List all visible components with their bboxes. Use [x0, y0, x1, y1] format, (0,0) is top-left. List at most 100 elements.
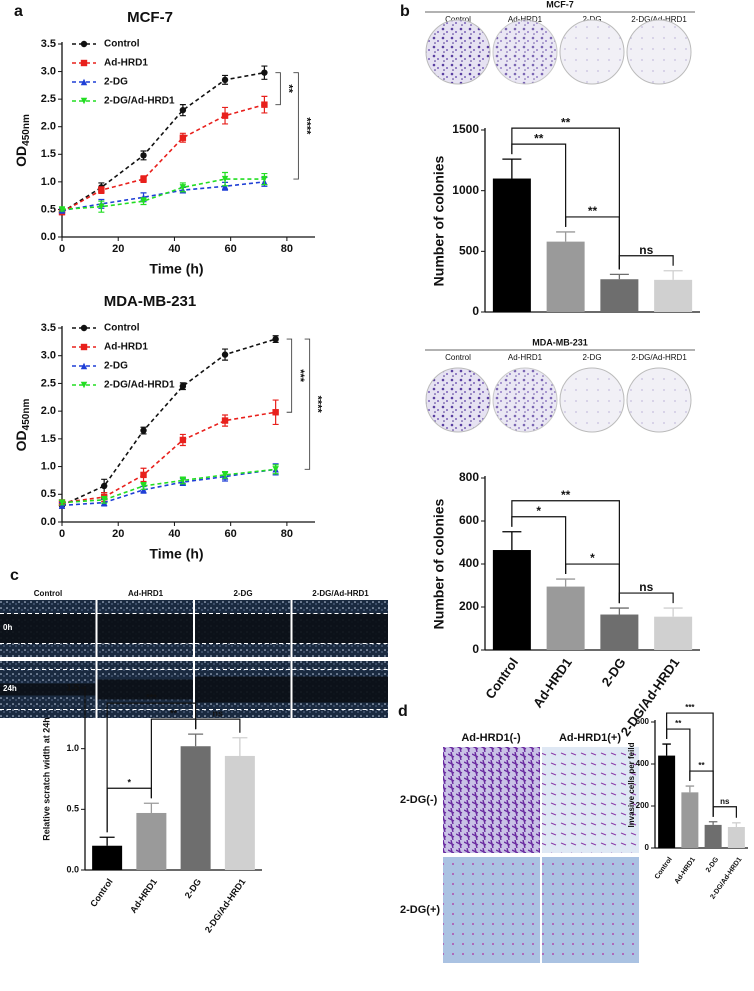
y-tick-label: 0.0	[66, 864, 79, 874]
marker	[80, 362, 88, 370]
x-axis-label: Time (h)	[149, 546, 203, 562]
legend-label: Control	[104, 39, 140, 50]
bar	[704, 824, 722, 848]
x-tick-label: 2-DG	[705, 856, 721, 874]
x-tick-label: 0	[59, 243, 65, 255]
plate-label: Control	[445, 353, 471, 362]
y-axis-label: Number of colonies	[431, 155, 447, 286]
y-tick-label: 1.5	[66, 682, 79, 692]
error-bar	[188, 733, 204, 747]
y-tick-label: 500	[459, 244, 479, 258]
significance-label: *	[127, 778, 131, 788]
y-tick-label: 2.5	[41, 93, 56, 105]
marker	[221, 471, 229, 479]
significance-label: *	[536, 504, 541, 518]
x-tick-label: 40	[168, 243, 180, 255]
significance-label: ns	[212, 708, 223, 718]
bar	[92, 845, 123, 870]
scratch-gap	[97, 679, 193, 700]
colony-plate	[492, 367, 558, 433]
x-tick-label: Control	[482, 655, 521, 701]
y-tick-label: 0.5	[41, 203, 56, 215]
significance-bracket	[511, 127, 620, 270]
marker	[179, 383, 187, 390]
significance-label: *	[590, 551, 595, 565]
marker	[80, 97, 88, 105]
significance-bracket	[565, 216, 620, 270]
y-tick-label: 1.5	[41, 433, 56, 445]
significance-bracket	[511, 500, 620, 604]
y-axis-label-sub: 450nm	[21, 114, 32, 146]
y-tick-label: 1.0	[41, 176, 56, 188]
x-tick-label: 80	[281, 243, 293, 255]
error-bar	[556, 578, 576, 587]
image-row-label: 24h	[3, 684, 17, 693]
invasion-image	[542, 857, 639, 963]
plate-header: MCF-7	[546, 0, 574, 9]
marker	[261, 101, 268, 108]
y-tick-label: 3.5	[41, 322, 56, 334]
marker	[140, 471, 147, 479]
marker	[221, 112, 229, 119]
invasion-image	[542, 747, 639, 853]
marker	[140, 427, 147, 434]
colony-plate	[492, 19, 558, 85]
x-tick-label: Control	[654, 856, 674, 880]
marker	[221, 175, 229, 183]
colony-plate	[626, 19, 692, 85]
significance-label: ns	[720, 797, 730, 806]
marker	[221, 76, 229, 84]
marker	[80, 343, 88, 351]
significance-label: ns	[639, 580, 653, 594]
bar	[727, 827, 745, 848]
significance-label: ***	[294, 369, 306, 383]
scratch-gap	[292, 613, 388, 644]
marker	[179, 477, 187, 484]
y-tick-label: 1.5	[41, 148, 56, 160]
image-column-label: 2-DG	[233, 589, 252, 598]
series-line	[61, 103, 265, 213]
x-tick-label: 20	[112, 243, 124, 255]
x-tick-label: 20	[112, 528, 124, 540]
y-axis-label: OD450nm	[13, 399, 32, 452]
image-column-label: Control	[34, 589, 62, 598]
y-axis-label-main: OD	[13, 430, 29, 451]
significance-bracket	[304, 338, 311, 470]
significance-bracket	[565, 563, 620, 604]
bar	[136, 812, 167, 870]
x-tick-label: Ad-HRD1	[530, 655, 575, 710]
y-tick-label: 400	[636, 759, 650, 768]
marker	[272, 335, 279, 343]
marker	[98, 203, 105, 210]
y-tick-label: 3.0	[41, 350, 56, 362]
y-tick-label: 3.5	[41, 38, 56, 50]
y-tick-label: 0.5	[41, 488, 56, 500]
y-tick-label: 200	[636, 801, 650, 810]
error-bar	[232, 737, 248, 756]
x-axis-label: Time (h)	[149, 261, 203, 277]
colony-plate	[559, 19, 625, 85]
marker	[140, 152, 147, 159]
y-tick-label: 1500	[452, 122, 479, 136]
y-tick-label: 400	[459, 556, 479, 570]
y-axis-label: Relative scratch width at 24h	[41, 717, 51, 841]
x-tick-label: Ad-HRD1	[674, 856, 697, 885]
significance-label: ****	[312, 396, 324, 414]
significance-label: **	[534, 131, 544, 145]
bar	[600, 614, 639, 650]
bar	[546, 586, 585, 650]
colony-plate	[626, 367, 692, 433]
y-axis-label: OD450nm	[13, 114, 32, 167]
significance-bracket	[106, 702, 197, 833]
scratch-gap	[195, 613, 291, 644]
marker	[221, 417, 229, 424]
image-column-label: 2-DG/Ad-HRD1	[312, 589, 369, 598]
x-tick-label: Control	[88, 877, 115, 909]
chart-title: MDA-MB-231	[104, 293, 197, 310]
scratch-gap	[0, 683, 96, 696]
scratch-gap	[97, 613, 193, 644]
y-tick-label: 0	[645, 843, 650, 852]
error-bar	[663, 607, 683, 617]
x-tick-label: 2-DG/Ad-HRD1	[617, 655, 682, 739]
scratch-gap	[0, 613, 96, 644]
